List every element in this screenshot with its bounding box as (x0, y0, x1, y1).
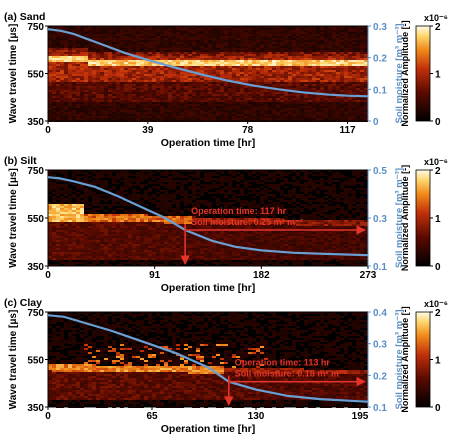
chart-panel-1: 350 550 750 0 39 78 117 0 0.1 0.2 0.3 (a) Sand Opera… (4, 11, 405, 149)
moisture-line (47, 28, 369, 98)
x-tick-label: 0 (45, 125, 51, 136)
colorbar-tick-label: 1 (435, 356, 441, 367)
annotation-text: Operation time: 113 hr (235, 358, 331, 368)
x-axis-label: Operation time [hr] (161, 282, 256, 294)
y-tick-label: 350 (27, 117, 44, 128)
y2-tick-label: 0.3 (373, 22, 387, 33)
colorbar-exponent: x10⁻⁶ (424, 157, 448, 167)
colorbar-exponent: x10⁻⁶ (424, 13, 448, 23)
y-axis-label: Wave travel time [μs] (8, 24, 19, 124)
x-axis-label: Operation time [hr] (161, 423, 256, 435)
x-tick-label: 273 (360, 270, 377, 281)
colorbar-tick-label: 2 (435, 308, 441, 319)
colorbar-gradient (415, 311, 431, 408)
x-axis-label: Operation time [hr] (161, 137, 256, 149)
y-axis-label: Wave travel time [μs] (8, 168, 19, 268)
x-tick-label: 91 (149, 270, 161, 281)
x-tick-label: 117 (339, 125, 356, 136)
y2-tick-label: 0.1 (373, 403, 387, 414)
panel-label: (a) Sand (4, 11, 45, 23)
panel-label: (b) Silt (4, 155, 37, 167)
panel-label: (c) Clay (4, 297, 42, 309)
x-tick-label: 78 (242, 125, 254, 136)
annotation-text: Soil moisture: 0.18 m³ m⁻³ (235, 369, 347, 379)
y2-tick-label: 0.1 (373, 85, 387, 96)
colorbar-tick-label: 1 (435, 214, 441, 225)
x-tick-label: 0 (45, 411, 51, 422)
moisture-line (47, 314, 369, 403)
y2-tick-label: 0 (373, 117, 379, 128)
colorbar-gradient (415, 25, 431, 122)
heatmap (48, 26, 368, 122)
x-tick-label: 182 (253, 270, 270, 281)
y2-tick-label: 0.3 (373, 214, 387, 225)
y-tick-label: 750 (27, 22, 44, 33)
y2-tick-label: 0.3 (373, 340, 387, 351)
annotation-text: Soil moisture: 0.25 m³ m⁻³ (191, 217, 303, 227)
x-tick-label: 0 (45, 270, 51, 281)
colorbar-label: Normalized Amplitude [-] (400, 306, 410, 412)
heatmap (48, 312, 368, 408)
y-tick-label: 550 (27, 214, 44, 225)
y-tick-label: 750 (27, 166, 44, 177)
x-tick-label: 39 (142, 125, 154, 136)
y2-axis-label: Soil moisture [m³ m⁻³] (394, 23, 405, 123)
colorbar-gradient (415, 169, 431, 267)
y-tick-label: 350 (27, 262, 44, 273)
y2-tick-label: 0.1 (373, 262, 387, 273)
y-axis-label: Wave travel time [μs] (8, 310, 19, 410)
y2-axis-label: Soil moisture [m³ m⁻³] (394, 168, 405, 268)
colorbar-tick-label: 2 (435, 22, 441, 33)
x-tick-label: 65 (146, 411, 158, 422)
y-tick-label: 550 (27, 356, 44, 367)
y2-tick-label: 0.2 (373, 54, 387, 65)
colorbar-tick-label: 0 (435, 262, 441, 273)
x-tick-label: 130 (248, 411, 265, 422)
y2-tick-label: 0.2 (373, 371, 387, 382)
y-tick-label: 750 (27, 308, 44, 319)
x-tick-label: 195 (352, 411, 369, 422)
y2-tick-label: 0.5 (373, 166, 387, 177)
y-tick-label: 350 (27, 403, 44, 414)
colorbar-label: Normalized Amplitude [-] (400, 20, 410, 126)
colorbar-tick-label: 0 (435, 403, 441, 414)
y2-tick-label: 0.4 (373, 308, 387, 319)
colorbar-exponent: x10⁻⁶ (424, 299, 448, 309)
moisture-line (47, 176, 369, 257)
colorbar-tick-label: 0 (435, 117, 441, 128)
heatmap (48, 170, 368, 266)
colorbar-tick-label: 1 (435, 70, 441, 81)
colorbar-tick-label: 2 (435, 166, 441, 177)
colorbar-label: Normalized Amplitude [-] (400, 165, 410, 271)
chart-panel-3: 350 550 750 0 65 130 195 0.1 0.2 0.3 0.4 (c) Clay Op… (4, 297, 405, 435)
y-tick-label: 550 (27, 70, 44, 81)
annotation-text: Operation time: 117 hr (191, 206, 287, 216)
y2-axis-label: Soil moisture [m³ m⁻³] (394, 309, 405, 409)
